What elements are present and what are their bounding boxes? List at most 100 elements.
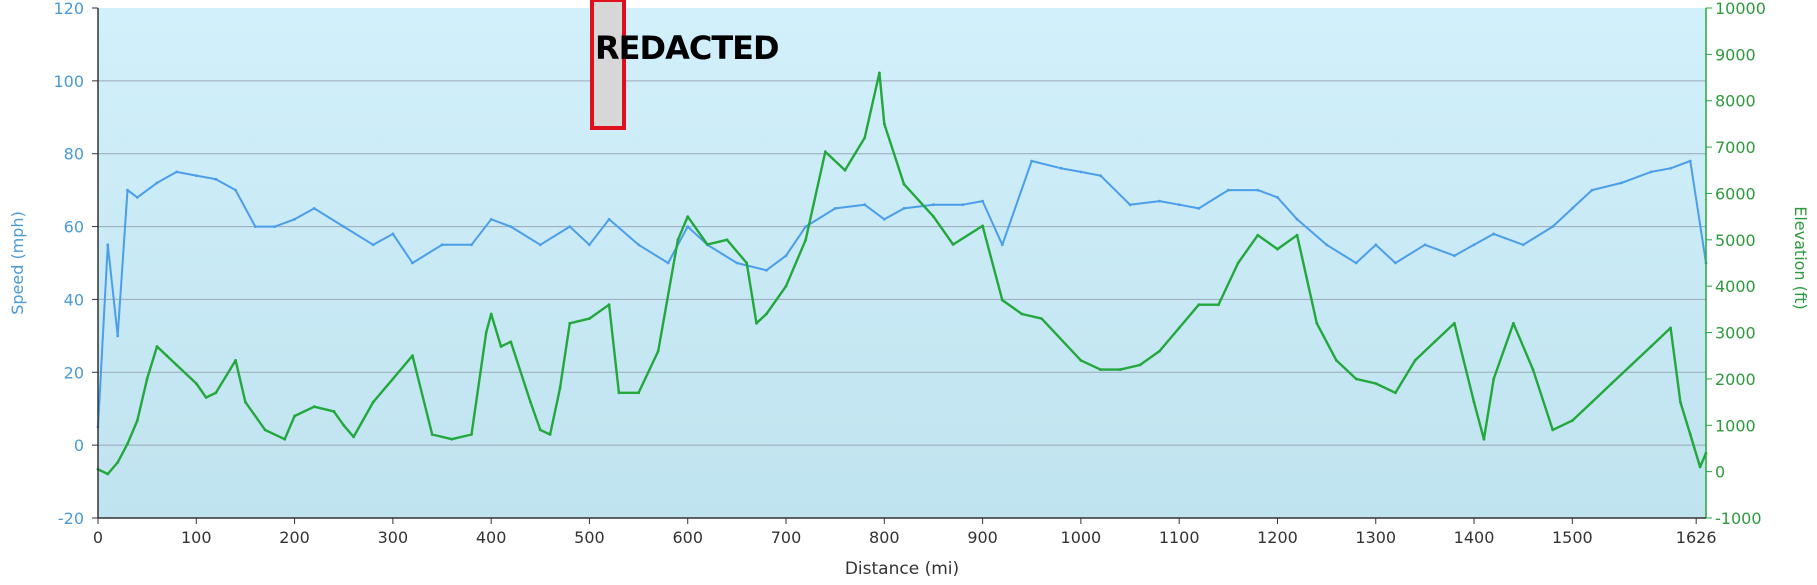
elevation-point	[1433, 340, 1437, 344]
elevation-point	[1256, 233, 1260, 237]
elevation-point	[607, 303, 611, 307]
right-y-tick-label: 6000	[1715, 184, 1756, 203]
elevation-point	[1217, 303, 1220, 307]
speed-point	[1000, 243, 1004, 247]
elevation-point	[450, 437, 454, 441]
elevation-point	[489, 312, 493, 316]
elevation-point	[548, 433, 552, 436]
elevation-point	[706, 243, 709, 246]
elevation-point	[1394, 391, 1397, 395]
elevation-point	[568, 321, 572, 325]
x-tick-label: 1500	[1552, 528, 1593, 547]
left-y-axis-label: Speed (mph)	[8, 211, 27, 315]
elevation-point	[1570, 419, 1574, 422]
speed-point	[1197, 207, 1201, 210]
speed-point	[765, 268, 768, 272]
elevation-point	[106, 472, 110, 476]
elevation-point	[470, 433, 473, 436]
speed-point	[538, 243, 542, 247]
speed-point	[1059, 166, 1063, 170]
speed-point	[312, 207, 316, 210]
x-tick-label: 700	[771, 528, 802, 547]
right-y-tick-label: 10000	[1715, 0, 1766, 18]
speed-point	[735, 261, 739, 265]
elevation-point	[878, 71, 881, 75]
elevation-point	[823, 150, 827, 154]
elevation-point	[332, 410, 336, 413]
speed-point	[135, 196, 139, 199]
tick-labels: 0 100 200 300 400 500 600 700 800 900 1000 1100 1200…	[53, 0, 1765, 547]
speed-point	[253, 225, 257, 229]
elevation-point	[1099, 368, 1102, 371]
speed-point	[234, 188, 238, 192]
elevation-point	[371, 400, 375, 404]
speed-point	[489, 217, 493, 221]
elevation-point	[293, 414, 296, 418]
speed-point	[588, 243, 591, 247]
elevation-point	[411, 354, 414, 358]
elevation-point	[1354, 377, 1358, 381]
x-tick-label: 100	[181, 528, 212, 547]
elevation-point	[484, 331, 488, 334]
speed-point	[391, 232, 395, 236]
elevation-point	[1118, 368, 1122, 371]
elevation-point	[1688, 433, 1692, 436]
plot-area-background	[98, 8, 1706, 518]
right-y-tick-label: 0	[1715, 463, 1725, 482]
speed-point	[126, 188, 129, 192]
elevation-point	[135, 419, 139, 422]
speed-point	[1256, 188, 1260, 192]
x-tick-label: 1100	[1159, 528, 1200, 547]
elevation-point	[784, 284, 788, 288]
speed-point	[1492, 232, 1496, 236]
elevation-point	[1413, 359, 1417, 362]
elevation-point	[656, 349, 660, 353]
elevation-point	[804, 238, 808, 242]
elevation-point	[725, 238, 729, 242]
speed-point	[1590, 188, 1594, 192]
elevation-point	[1000, 298, 1004, 302]
elevation-point	[1197, 303, 1201, 307]
elevation-point	[204, 396, 208, 399]
speed-point	[1079, 170, 1083, 174]
elevation-point	[1276, 247, 1279, 251]
x-tick-label: 800	[869, 528, 900, 547]
left-y-tick-label: 20	[64, 363, 84, 382]
speed-point	[1158, 199, 1161, 203]
elevation-point	[981, 224, 984, 228]
right-y-tick-label: 1000	[1715, 416, 1756, 435]
speed-point	[1521, 243, 1525, 247]
elevation-point	[1679, 400, 1682, 404]
speed-point	[1570, 207, 1574, 210]
speed-point	[1472, 243, 1476, 247]
speed-point	[686, 225, 690, 229]
redaction-box: REDACTED	[590, 0, 780, 130]
elevation-point	[882, 122, 886, 126]
elevation-point	[1610, 382, 1613, 385]
elevation-point	[430, 433, 434, 436]
elevation-point	[1492, 377, 1496, 381]
elevation-point	[1698, 465, 1702, 469]
speed-point	[1374, 243, 1378, 247]
left-y-tick-label: 60	[64, 218, 84, 237]
speed-point	[1649, 170, 1653, 174]
right-y-tick-label: 2000	[1715, 370, 1756, 389]
x-tick-label: 300	[378, 528, 409, 547]
left-y-tick-label: 120	[53, 0, 84, 18]
elevation-point	[617, 391, 621, 395]
speed-point	[1354, 261, 1358, 265]
elevation-point	[676, 238, 680, 242]
elevation-point	[126, 442, 129, 446]
elevation-point	[155, 345, 159, 348]
elevation-point	[1020, 312, 1024, 316]
elevation-point	[1138, 363, 1142, 367]
speed-point	[1325, 243, 1328, 247]
right-y-tick-label: 8000	[1715, 92, 1756, 111]
elevation-point	[1315, 321, 1319, 325]
speed-point	[411, 261, 414, 265]
speed-point	[902, 207, 906, 210]
x-tick-label: 1200	[1257, 528, 1298, 547]
left-y-tick-label: 100	[53, 72, 84, 91]
speed-point	[371, 243, 375, 247]
speed-point	[1669, 166, 1672, 170]
